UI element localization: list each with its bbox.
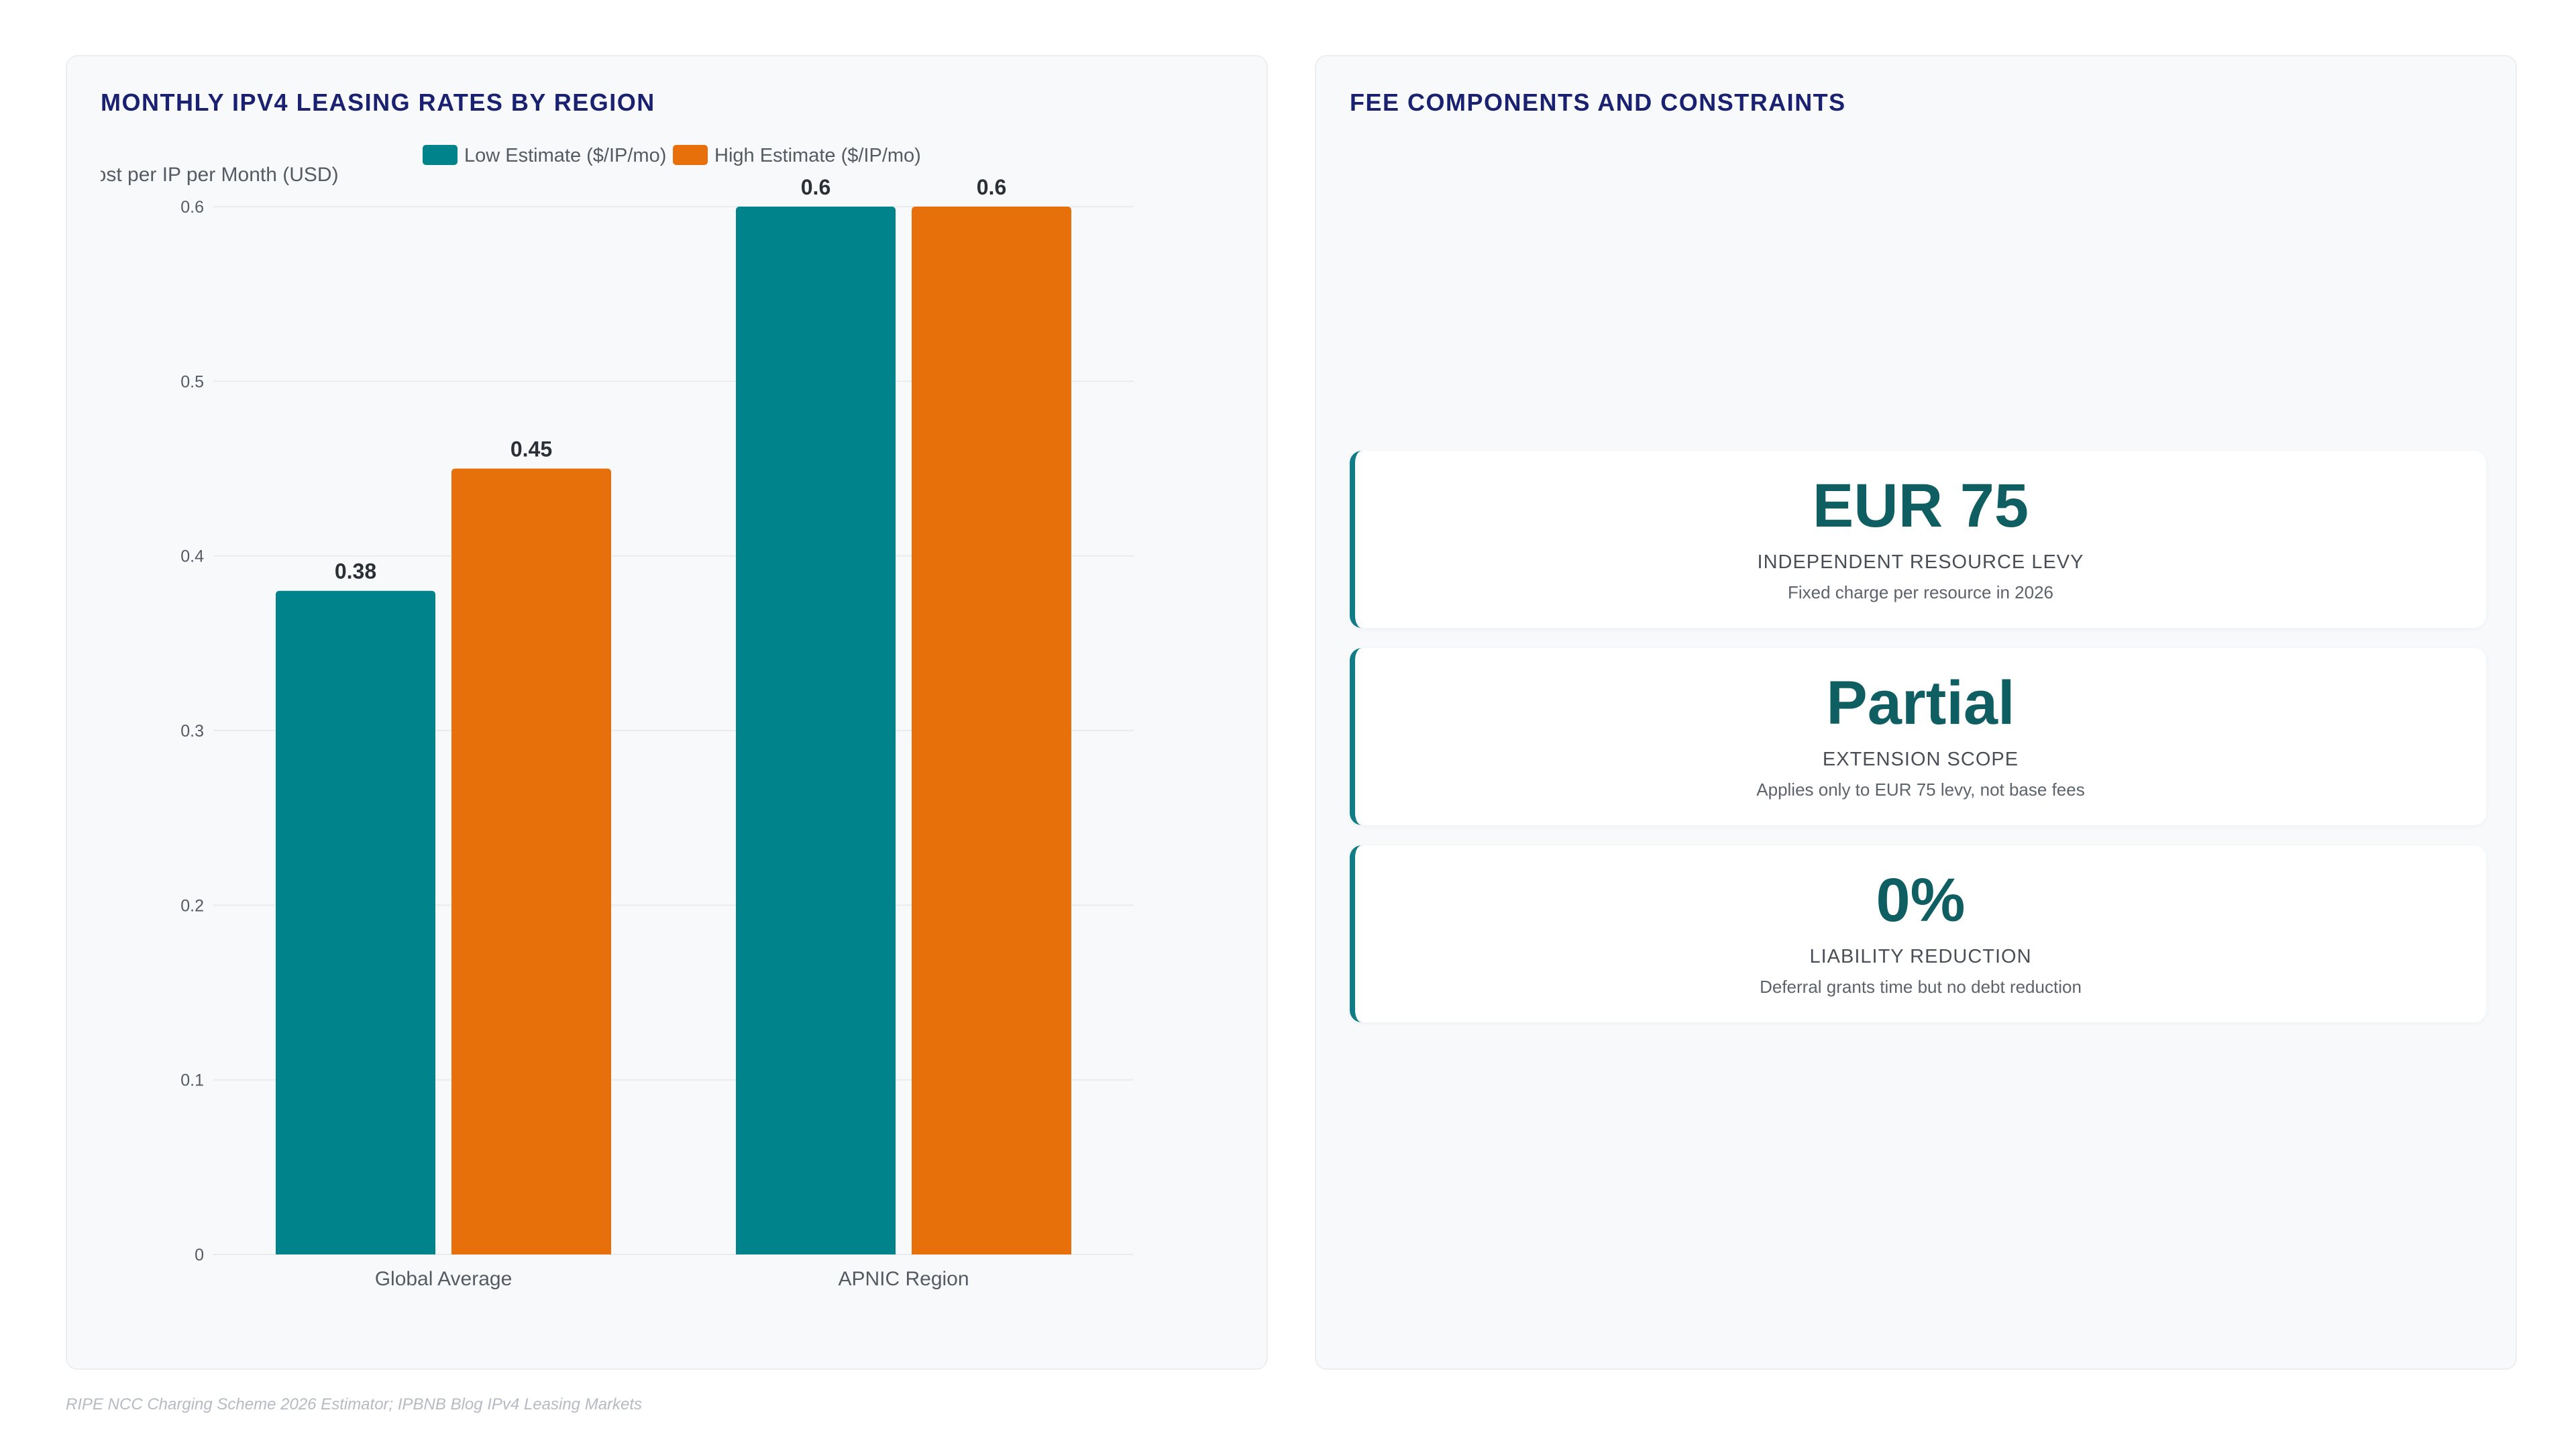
metric-card-extension: Partial EXTENSION SCOPE Applies only to … [1350, 648, 2486, 825]
bar-low-1 [736, 207, 896, 1254]
fee-panel: FEE COMPONENTS AND CONSTRAINTS EUR 75 IN… [1315, 55, 2517, 1370]
metric-description: Applies only to EUR 75 levy, not base fe… [1756, 780, 2085, 800]
legend-label: High Estimate ($/IP/mo) [714, 145, 921, 166]
bar-high-1 [912, 207, 1071, 1254]
data-label: 0.38 [335, 559, 376, 584]
chart-title: MONTHLY IPV4 LEASING RATES BY REGION [101, 89, 655, 116]
metric-card-liability: 0% LIABILITY REDUCTION Deferral grants t… [1350, 845, 2486, 1022]
y-tick-label: 0.6 [180, 198, 204, 217]
bar-high-0 [451, 468, 611, 1254]
fee-panel-title: FEE COMPONENTS AND CONSTRAINTS [1350, 89, 1846, 116]
bar-chart: 0 0.1 0.2 0.3 0.4 0.5 0.6 0.38 0.45 0.6 0.6 Globa… [80, 145, 1134, 1290]
metric-value: 0% [1876, 866, 1966, 934]
y-tick-label: 0.3 [180, 722, 204, 741]
x-tick-label: APNIC Region [838, 1268, 969, 1290]
y-tick-label: 0.4 [180, 547, 204, 566]
y-tick-label: 0 [195, 1246, 204, 1265]
metric-label: LIABILITY REDUCTION [1809, 946, 2032, 967]
metric-value: Partial [1826, 669, 2015, 737]
x-tick-label: Global Average [375, 1268, 513, 1290]
metric-value: EUR 75 [1812, 472, 2029, 540]
metric-label: INDEPENDENT RESOURCE LEVY [1757, 551, 2084, 573]
metric-description: Fixed charge per resource in 2026 [1787, 582, 2053, 602]
metric-description: Deferral grants time but no debt reducti… [1760, 977, 2082, 997]
y-axis-title: Cost per IP per Month (USD) [80, 164, 339, 186]
y-tick-label: 0.5 [180, 372, 204, 391]
chart-panel: MONTHLY IPV4 LEASING RATES BY REGION 0 0.… [66, 55, 1268, 1370]
source-note: RIPE NCC Charging Scheme 2026 Estimator;… [66, 1395, 643, 1413]
data-label: 0.6 [977, 175, 1006, 199]
legend-label: Low Estimate ($/IP/mo) [464, 145, 666, 166]
legend-swatch-low [423, 145, 458, 165]
bar-low-0 [276, 590, 435, 1254]
y-tick-label: 0.2 [180, 896, 204, 915]
y-tick-label: 0.1 [180, 1071, 204, 1090]
legend-swatch-high [673, 145, 708, 165]
data-label: 0.6 [801, 175, 830, 199]
data-label: 0.45 [511, 437, 552, 462]
metric-label: EXTENSION SCOPE [1822, 749, 2019, 770]
metric-card-levy: EUR 75 INDEPENDENT RESOURCE LEVY Fixed c… [1350, 451, 2486, 628]
